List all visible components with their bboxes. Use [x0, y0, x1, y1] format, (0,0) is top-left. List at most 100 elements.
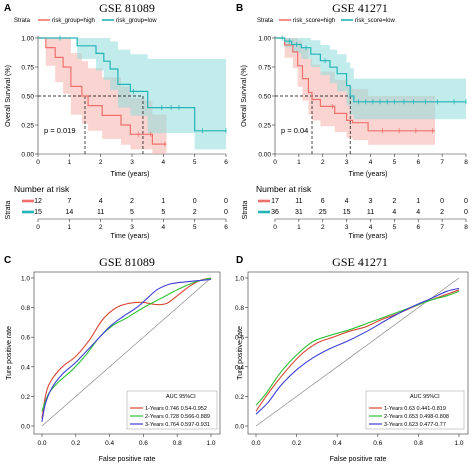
risk-count: 4	[416, 209, 420, 216]
risk-count: 2	[193, 209, 197, 216]
plot-frame	[247, 271, 469, 435]
risk-count: 15	[343, 209, 351, 216]
ci-band-low	[275, 38, 466, 120]
risk-table: Number at risk Strata 12 7 4 2 1 0 015 14 11 5 5 2 0…	[5, 184, 228, 240]
x-tick-label: 7	[440, 159, 444, 166]
risk-table-cells: 17 11 6 4 3 2 1 0 0 36 31 25 15 11 4 4 2 0	[271, 198, 468, 216]
y-tick-label: 0.8	[235, 305, 244, 312]
km-plot: Overall Survival (%) 0.00 0.25 0.50 0.75 1.0…	[241, 35, 468, 178]
km-curve-high	[275, 37, 435, 132]
risk-table-xlabel: Time (years)	[348, 233, 387, 240]
y-tick-label: 0.6	[21, 335, 30, 342]
risk-tick-label: 2	[99, 224, 103, 231]
x-tick-label: 0.2	[292, 440, 301, 447]
x-tick-label: 8	[464, 159, 468, 166]
risk-count: 0	[440, 198, 444, 205]
risk-count: 17	[271, 198, 279, 205]
risk-count: 2	[440, 209, 444, 216]
risk-table: Number at risk Strata 17 11 6 4 3 2 1 0 036 31 25 1…	[242, 184, 468, 240]
x-ticks: 0 1 2 3 4 5 6 7 8	[273, 154, 468, 166]
risk-count: 14	[65, 209, 73, 216]
panel-title: GSE 81089	[99, 255, 155, 269]
panel-letter: D	[236, 255, 243, 266]
risk-table-xlabel: Time (years)	[110, 233, 149, 240]
km-legend: Strata risk_group=high risk_group=low	[14, 18, 157, 24]
y-tick-label: 0.00	[258, 152, 271, 159]
risk-count: 11	[295, 198, 302, 205]
x-axis-label: False positive rate	[330, 456, 387, 463]
risk-tick-label: 7	[440, 224, 444, 231]
x-tick-label: 0.4	[105, 440, 114, 447]
risk-count: 0	[464, 209, 468, 216]
risk-tick-label: 6	[224, 224, 228, 231]
risk-count: 3	[369, 198, 373, 205]
y-tick-label: 0.50	[258, 94, 271, 101]
x-tick-label: 0	[273, 159, 277, 166]
y-axis-label: Overall Survival (%)	[5, 65, 12, 127]
risk-count: 4	[99, 198, 103, 205]
risk-tick-label: 1	[68, 224, 72, 231]
risk-count: 15	[34, 209, 42, 216]
km-curves	[275, 35, 467, 154]
panel-c: C GSE 81089 0.0 0.2 0.4 0.6 0.8 1.0 0.0 0.2 0.4…	[4, 255, 221, 463]
risk-table-ticks: 0 1 2 3 4 5 6	[36, 219, 228, 231]
y-tick-label: 1.00	[258, 36, 271, 43]
km-curve-low	[38, 37, 226, 132]
x-axis-label: Time (years)	[110, 171, 149, 178]
risk-tick-label: 1	[297, 224, 301, 231]
panel-title: GSE 41271	[332, 255, 388, 269]
y-tick-label: 1.00	[21, 36, 34, 43]
risk-count: 11	[97, 209, 104, 216]
km-curve-low	[275, 37, 466, 103]
x-tick-label: 0.0	[37, 440, 46, 447]
y-tick-label: 1.0	[235, 276, 244, 283]
legend-title: Strata	[14, 18, 31, 24]
roc-curve-1-years	[41, 277, 212, 419]
y-ticks: 0.0 0.2 0.4 0.6 0.8 1.0	[235, 276, 248, 431]
y-tick-label: 0.25	[21, 123, 34, 130]
y-tick-label: 0.00	[21, 152, 34, 159]
risk-tick-label: 5	[393, 224, 397, 231]
risk-table-title: Number at risk	[14, 184, 70, 194]
risk-tick-label: 3	[345, 224, 349, 231]
km-curve-high	[38, 37, 167, 145]
risk-count: 1	[416, 198, 420, 205]
y-tick-label: 0.4	[21, 364, 30, 371]
roc-legend: AUC 95%CI 1-Years 0.746 0.54-0.952 2-Yea…	[126, 390, 218, 430]
x-tick-label: 0.6	[373, 440, 382, 447]
y-tick-label: 0.0	[21, 424, 30, 431]
x-ticks: 0.0 0.2 0.4 0.6 0.8 1.0	[37, 434, 216, 447]
panel-letter: A	[4, 3, 11, 14]
risk-count: 2	[392, 198, 396, 205]
panel-letter: C	[4, 255, 11, 266]
risk-tick-label: 6	[416, 224, 420, 231]
legend-header: AUC 95%CI	[410, 394, 440, 400]
risk-count: 0	[464, 198, 468, 205]
legend-label-high: risk_group=high	[52, 18, 95, 24]
y-tick-label: 0.4	[235, 364, 244, 371]
risk-count: 4	[345, 198, 349, 205]
x-tick-label: 0.6	[139, 440, 148, 447]
x-tick-label: 3	[130, 159, 134, 166]
x-tick-label: 5	[193, 159, 197, 166]
legend-entry-3y: 3-Years 0.764 0.597-0.931	[145, 422, 210, 428]
x-tick-label: 0.0	[251, 440, 260, 447]
risk-table-title: Number at risk	[256, 184, 312, 194]
roc-curve-2-years	[41, 277, 212, 412]
diagonal-reference	[41, 277, 212, 427]
risk-count: 0	[224, 198, 228, 205]
x-ticks: 0.0 0.2 0.4 0.6 0.8 1.0	[251, 434, 464, 447]
risk-count: 11	[367, 209, 374, 216]
risk-count: 7	[67, 198, 71, 205]
risk-table-ylabel: Strata	[242, 201, 249, 220]
y-tick-label: 0.50	[21, 94, 34, 101]
x-tick-label: 0	[36, 159, 40, 166]
roc-curve-2-years	[255, 290, 460, 406]
y-tick-label: 0.6	[235, 335, 244, 342]
x-tick-label: 5	[393, 159, 397, 166]
roc-legend: AUC 95%CI 1-Years 0.63 0.441-0.819 2-Yea…	[365, 390, 465, 430]
risk-count: 31	[295, 209, 303, 216]
roc-curves	[255, 277, 460, 427]
risk-tick-label: 5	[193, 224, 197, 231]
